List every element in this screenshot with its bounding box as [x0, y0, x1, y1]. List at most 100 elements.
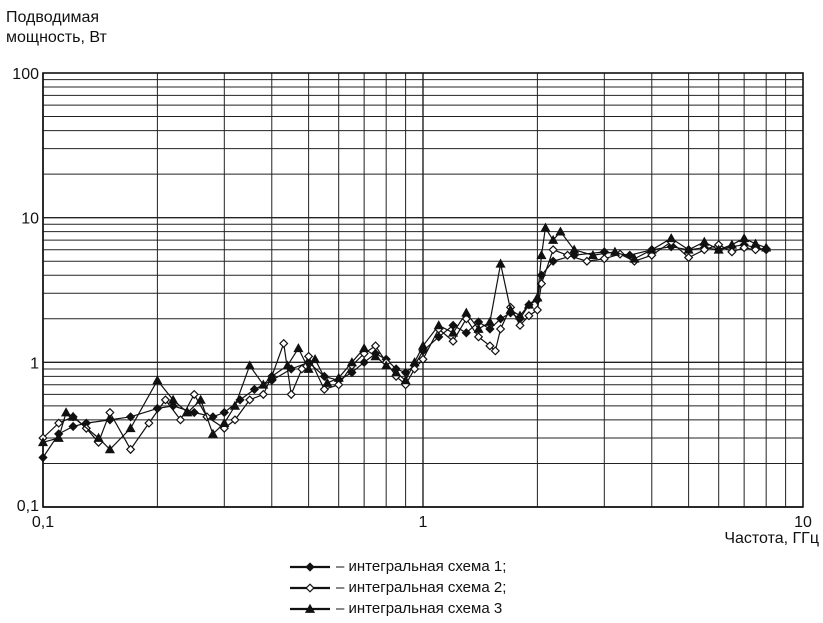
series-2-point	[175, 415, 186, 425]
series-3-point	[514, 310, 526, 320]
series-3-point	[587, 249, 598, 260]
x-tick-label: 0,1	[32, 514, 54, 531]
series-2-point	[418, 354, 428, 364]
series-2-point	[727, 247, 737, 257]
series-3-point	[303, 363, 314, 373]
series-2-point	[699, 245, 709, 255]
series-1-point	[434, 332, 444, 342]
series-3-point	[293, 343, 304, 353]
series-2-point	[160, 395, 171, 405]
legend-marker-series-3	[290, 603, 330, 613]
series-3-point	[333, 372, 344, 382]
series-3-point	[93, 432, 104, 442]
series-2-point	[582, 256, 592, 266]
series-1-point	[249, 384, 260, 395]
series-2-point	[532, 305, 543, 315]
series-3-point	[484, 316, 495, 326]
y-axis-label-line-2: мощность, Вт	[6, 29, 107, 46]
series-2-point	[54, 418, 64, 428]
series-3-point	[359, 343, 370, 353]
legend-marker-series-1	[290, 561, 330, 572]
y-axis-label: Подводимая мощность, Вт	[6, 8, 107, 48]
series-1-point	[219, 407, 229, 418]
series-2-point	[448, 336, 458, 346]
series-3	[37, 222, 772, 454]
series-2-point	[319, 384, 329, 395]
series-3-point	[266, 371, 277, 381]
x-tick-label: 10	[794, 514, 812, 531]
legend-marker-series-2	[290, 582, 330, 593]
series-2-point	[490, 346, 500, 356]
series-3-point	[282, 360, 293, 370]
series-1-point	[495, 314, 506, 324]
series-3-point	[699, 236, 710, 246]
y-tick-label: 10	[21, 211, 39, 228]
series-2-point	[524, 311, 534, 321]
series-3-point	[61, 407, 72, 417]
x-tick-label: 1	[419, 514, 428, 531]
series-2-point	[473, 332, 484, 342]
series-3-point	[713, 244, 724, 254]
series-3-point	[505, 304, 516, 314]
series-1-point	[38, 452, 48, 463]
series-3-point	[381, 360, 392, 370]
chart-legend: – интегральная схема 1; – интегральная с…	[288, 556, 506, 619]
series-3-point	[400, 375, 411, 385]
series-1-point	[347, 367, 357, 378]
y-tick-label: 100	[12, 66, 39, 83]
series-2-point	[105, 407, 115, 418]
legend-label-series-3: – интегральная схема 3	[336, 600, 503, 617]
series-3-point	[666, 233, 677, 243]
series-3-point	[540, 222, 551, 232]
series-2-point	[286, 389, 296, 400]
series-3-point	[433, 320, 444, 330]
series-1-point	[666, 242, 676, 252]
series-3-point	[473, 323, 484, 333]
chart-grid	[42, 72, 804, 508]
series-1-point	[189, 407, 199, 418]
series-3-point	[448, 327, 459, 337]
series-1-point	[125, 412, 136, 422]
series-3-point	[409, 357, 420, 367]
y-tick-label: 1	[30, 355, 39, 372]
series-2-point	[370, 341, 381, 351]
series-3-point	[152, 375, 163, 385]
series-2-point	[599, 254, 609, 264]
series-2-point	[739, 243, 749, 253]
series-2-point	[245, 395, 255, 405]
series-2-point	[495, 324, 506, 334]
y-axis-label-line-1: Подводимая	[6, 9, 100, 26]
series-3-point	[495, 258, 506, 268]
series-2-point	[750, 245, 761, 255]
series-2-point	[485, 341, 495, 351]
series-3-point	[310, 354, 321, 364]
series-1-point	[359, 357, 369, 367]
series-3-point	[739, 233, 750, 243]
series-3-point	[646, 244, 657, 254]
series-3-line	[42, 226, 767, 451]
series-3-point	[346, 357, 357, 367]
series-1	[38, 240, 771, 463]
series-2-point	[230, 415, 240, 425]
legend-marker-shape	[305, 582, 315, 593]
series-2-point	[297, 364, 307, 374]
series-3-point	[182, 407, 193, 417]
series-2-point	[144, 418, 154, 428]
series-3-point	[555, 226, 566, 236]
series-3-point	[569, 244, 580, 254]
legend-label-series-1: – интегральная схема 1;	[336, 558, 507, 575]
chart-tick-labels: 0,1 1 10 0,1 1 10 100	[12, 66, 812, 531]
series-3-point	[53, 432, 64, 442]
series-3-point	[532, 292, 543, 302]
series-2-point	[219, 423, 229, 433]
series-2-point	[303, 351, 314, 361]
series-3-point	[629, 253, 640, 263]
chart-series	[37, 222, 772, 463]
series-3-point	[125, 423, 136, 433]
legend-label-series-2: – интегральная схема 2;	[336, 579, 507, 596]
series-3-point	[726, 239, 737, 249]
series-3-point	[523, 299, 534, 309]
series-3-point	[609, 246, 621, 256]
series-3-point	[750, 238, 761, 248]
